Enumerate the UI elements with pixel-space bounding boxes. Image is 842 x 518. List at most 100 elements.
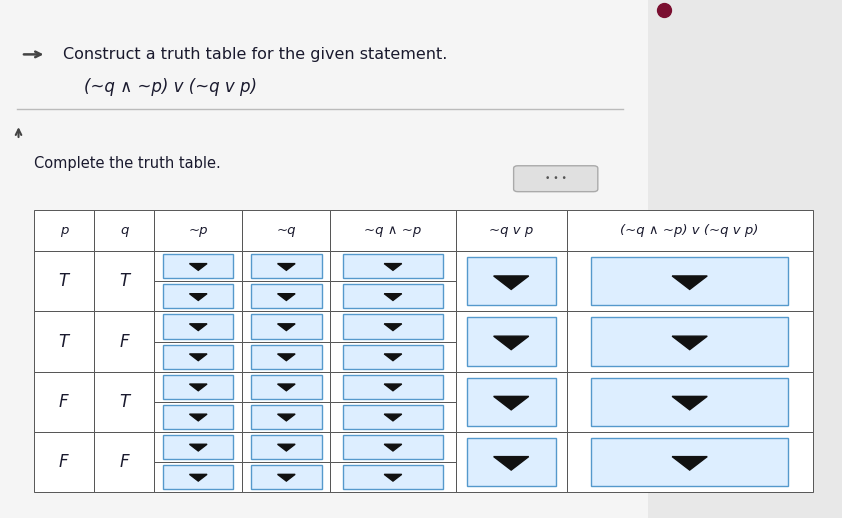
Polygon shape — [278, 354, 295, 361]
Polygon shape — [493, 336, 529, 350]
Polygon shape — [384, 444, 402, 451]
Polygon shape — [672, 276, 707, 290]
Polygon shape — [278, 264, 295, 270]
Bar — [34, 311, 94, 371]
Bar — [591, 378, 788, 426]
Bar — [251, 435, 322, 459]
Bar — [343, 375, 443, 399]
Polygon shape — [189, 264, 207, 270]
Text: F: F — [59, 453, 69, 471]
Bar — [34, 251, 94, 311]
Bar — [330, 281, 456, 311]
Polygon shape — [189, 324, 207, 330]
Bar — [466, 378, 556, 426]
Text: ~q v p: ~q v p — [489, 224, 533, 237]
Text: • • •: • • • — [545, 174, 567, 183]
Polygon shape — [189, 384, 207, 391]
Polygon shape — [672, 456, 707, 470]
Text: T: T — [119, 272, 129, 290]
Polygon shape — [189, 294, 207, 300]
Polygon shape — [384, 354, 402, 361]
Text: T: T — [59, 333, 69, 351]
Polygon shape — [189, 354, 207, 361]
Polygon shape — [384, 294, 402, 300]
Bar — [567, 432, 813, 492]
Bar — [154, 402, 242, 432]
Bar — [251, 344, 322, 369]
Bar — [34, 210, 94, 251]
Bar — [94, 371, 154, 432]
Bar — [456, 210, 567, 251]
Bar — [163, 435, 233, 459]
Bar — [163, 344, 233, 369]
Text: (~q ∧ ~p) v (~q v p): (~q ∧ ~p) v (~q v p) — [621, 224, 759, 237]
Polygon shape — [189, 444, 207, 451]
Text: T: T — [59, 272, 69, 290]
Text: F: F — [120, 333, 129, 351]
Text: (~q ∧ ~p) v (~q v p): (~q ∧ ~p) v (~q v p) — [84, 78, 257, 96]
Text: ~p: ~p — [189, 224, 208, 237]
Bar — [242, 402, 330, 432]
Bar — [456, 432, 567, 492]
Bar — [34, 432, 94, 492]
Bar — [466, 318, 556, 366]
Polygon shape — [278, 474, 295, 481]
Polygon shape — [672, 396, 707, 410]
Bar — [330, 341, 456, 371]
Bar — [154, 462, 242, 492]
Polygon shape — [384, 414, 402, 421]
Bar — [456, 311, 567, 371]
Text: ~q ∧ ~p: ~q ∧ ~p — [365, 224, 422, 237]
Bar — [251, 405, 322, 429]
Polygon shape — [493, 456, 529, 470]
Bar — [242, 432, 330, 462]
Polygon shape — [493, 276, 529, 290]
Polygon shape — [189, 474, 207, 481]
Bar — [591, 438, 788, 486]
Polygon shape — [493, 396, 529, 410]
Polygon shape — [278, 384, 295, 391]
Bar — [163, 254, 233, 278]
Bar — [154, 371, 242, 402]
Bar — [154, 251, 242, 281]
Bar — [94, 311, 154, 371]
Bar — [567, 311, 813, 371]
Bar — [242, 251, 330, 281]
Bar — [567, 371, 813, 432]
Bar — [567, 251, 813, 311]
Bar — [466, 257, 556, 306]
Bar — [456, 251, 567, 311]
Bar — [242, 341, 330, 371]
Polygon shape — [278, 444, 295, 451]
Text: F: F — [120, 453, 129, 471]
Bar — [343, 435, 443, 459]
Bar — [343, 284, 443, 308]
Polygon shape — [278, 414, 295, 421]
Bar — [466, 438, 556, 486]
Text: Construct a truth table for the given statement.: Construct a truth table for the given st… — [63, 47, 448, 62]
Text: Complete the truth table.: Complete the truth table. — [34, 156, 221, 170]
Bar — [242, 311, 330, 341]
Bar — [242, 281, 330, 311]
Bar — [343, 465, 443, 489]
Polygon shape — [384, 474, 402, 481]
Bar — [251, 284, 322, 308]
Polygon shape — [384, 324, 402, 330]
Bar — [591, 318, 788, 366]
Polygon shape — [672, 336, 707, 350]
Bar — [163, 375, 233, 399]
Bar — [251, 465, 322, 489]
Bar — [94, 210, 154, 251]
Text: ~q: ~q — [276, 224, 296, 237]
Polygon shape — [384, 264, 402, 270]
Bar — [330, 432, 456, 462]
Bar — [330, 462, 456, 492]
Bar — [251, 375, 322, 399]
Bar — [343, 405, 443, 429]
Bar — [330, 402, 456, 432]
Bar — [242, 371, 330, 402]
Bar — [163, 405, 233, 429]
Text: F: F — [59, 393, 69, 411]
Bar — [163, 284, 233, 308]
Bar — [94, 432, 154, 492]
